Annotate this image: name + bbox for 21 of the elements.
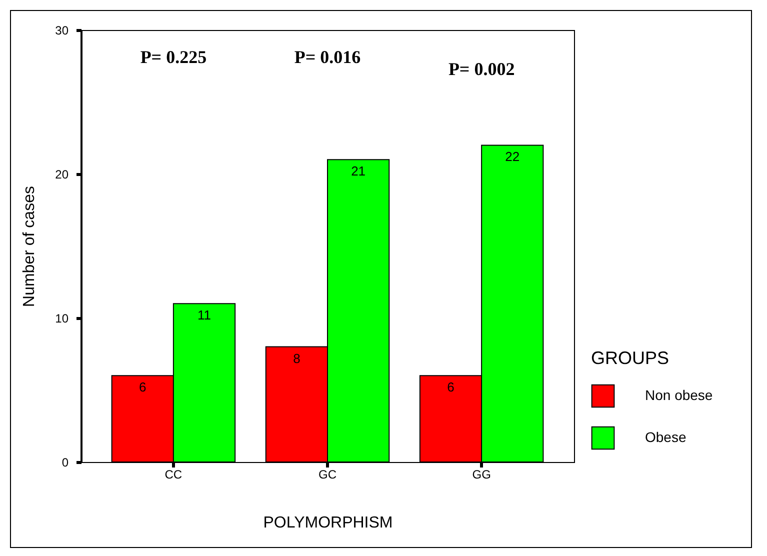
y-tick-label: 30 xyxy=(55,24,69,38)
data-label: 6 xyxy=(447,380,454,395)
legend-label: Obese xyxy=(645,429,686,445)
data-label: 21 xyxy=(351,164,366,179)
annotation: P= 0.225 xyxy=(140,47,207,67)
x-tick-label: CC xyxy=(164,468,182,482)
y-axis-title: Number of cases xyxy=(21,186,38,307)
y-tick-label: 20 xyxy=(55,168,69,182)
data-label: 8 xyxy=(293,350,300,366)
y-tick-label: 10 xyxy=(55,312,69,326)
x-tick-label: GC xyxy=(318,468,337,482)
x-tick-label: GG xyxy=(472,468,491,482)
x-axis-title: POLYMORPHISM xyxy=(263,514,393,532)
y-tick-label: 0 xyxy=(62,456,69,470)
legend-title: GROUPS xyxy=(591,348,670,368)
legend-label: Non obese xyxy=(645,387,713,403)
data-label: 6 xyxy=(139,380,146,395)
data-label: 11 xyxy=(198,308,211,323)
annotation: P= 0.002 xyxy=(448,59,515,79)
data-label: 22 xyxy=(505,149,520,164)
annotation: P= 0.016 xyxy=(294,47,361,67)
